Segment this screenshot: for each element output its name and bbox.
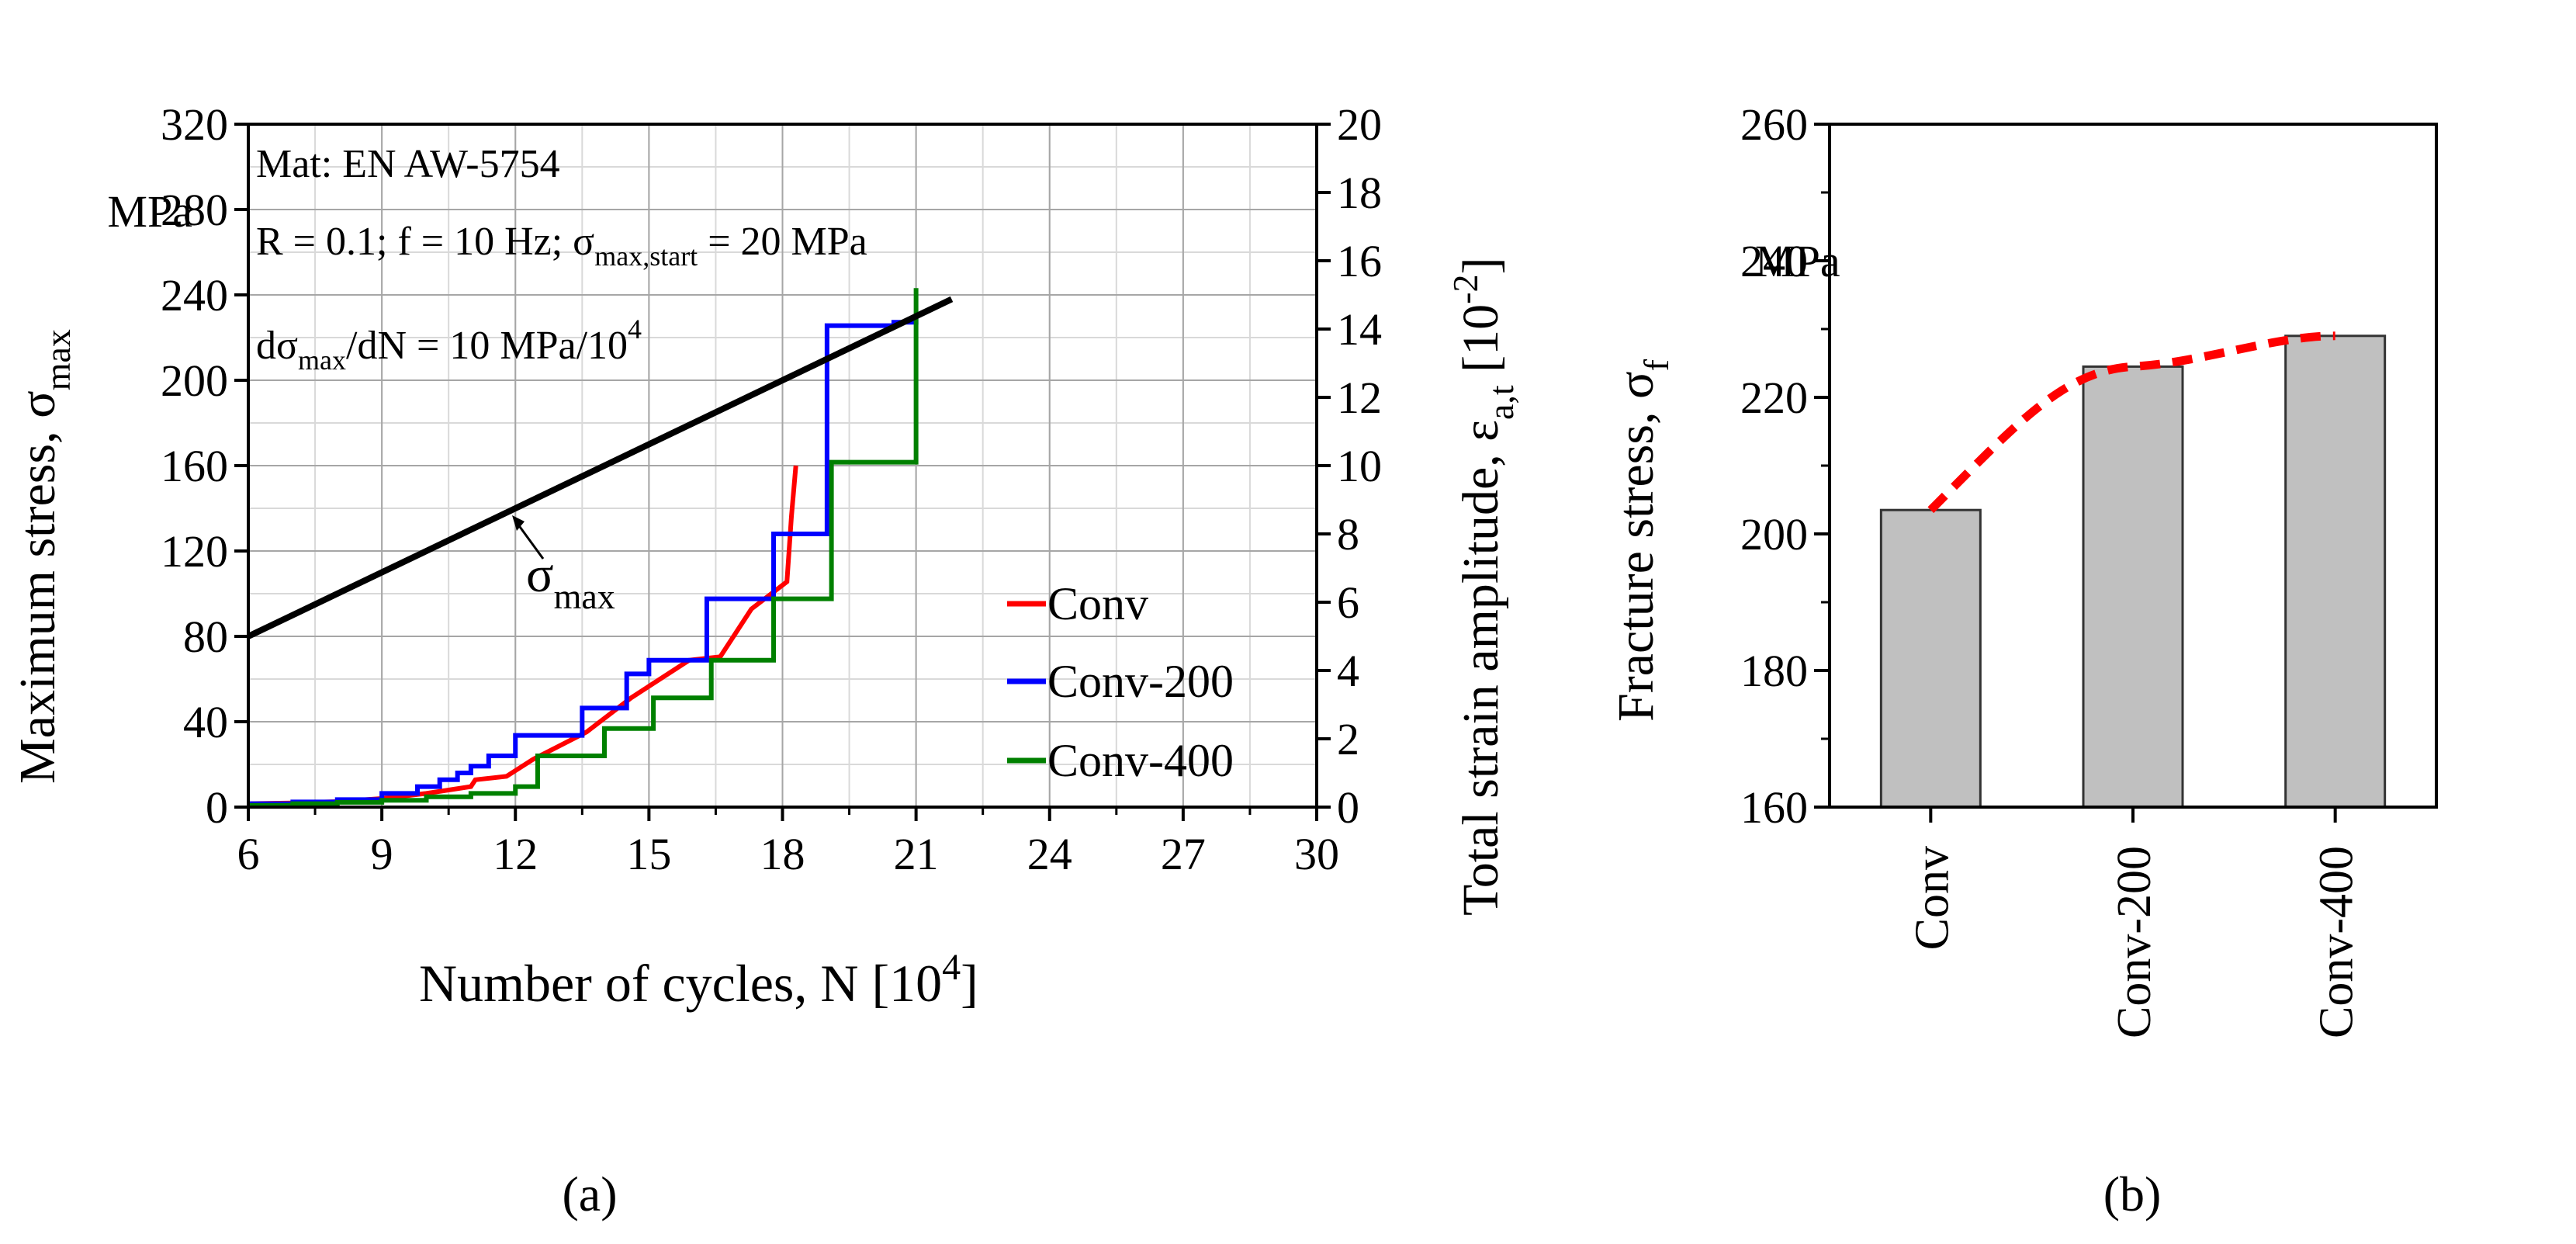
trend-curve	[1927, 331, 2335, 514]
sigma-max-arrow	[514, 521, 545, 560]
panel-a-legend: Conv Conv-200 Conv-400	[1007, 578, 1234, 786]
category-label-conv-400: Conv-400	[2311, 846, 2363, 1038]
panel-b: 160 180 200 220 240 260 Conv Conv-200 Conv-400 F…	[1608, 99, 2438, 1221]
x-tick-label: 30	[1294, 829, 1339, 879]
y-right-tick-label: 4	[1337, 646, 1359, 696]
y-left-tick-label: 40	[183, 697, 228, 747]
y-right-tick-label: 10	[1337, 441, 1382, 491]
annotation-material: Mat: EN AW-5754	[256, 142, 560, 186]
annotation-conditions: R = 0.1; f = 10 Hz; σmax,start = 20 MPa	[256, 220, 867, 272]
category-label-conv-200: Conv-200	[2108, 846, 2161, 1038]
y-right-tick-label: 12	[1337, 373, 1382, 423]
y-tick-label: 260	[1740, 99, 1808, 150]
y-left-tick-label: 280	[161, 185, 228, 235]
series-conv-400	[248, 288, 919, 808]
y-right-tick-label: 14	[1337, 304, 1382, 355]
bar-conv-400	[2284, 334, 2387, 809]
panel-a-x-axis-title: Number of cycles, N [104]	[419, 947, 978, 1013]
panel-a-label: (a)	[562, 1166, 617, 1221]
y-left-tick-label: 240	[161, 270, 228, 321]
panel-a: 6 9 12 15 18 21 24 27 30040801201602002402803200…	[9, 99, 1521, 1221]
panel-a-ticks: 6 9 12 15 18 21 24 27 30040801201602002402803200…	[161, 99, 1382, 879]
y-right-tick-label: 20	[1337, 99, 1382, 150]
legend-label-conv-400: Conv-400	[1047, 735, 1234, 786]
panel-b-bars	[1879, 334, 2387, 809]
y-tick-label: 240	[1740, 236, 1808, 286]
y-right-tick-label: 0	[1337, 782, 1359, 833]
panel-b-ticks: 160 180 200 220 240 260 Conv Conv-200 Conv-400	[1740, 99, 2363, 1038]
y-right-tick-label: 2	[1337, 714, 1359, 764]
panel-b-y-axis-unit: MPa	[1755, 236, 1840, 286]
legend-label-conv: Conv	[1047, 578, 1148, 629]
bar-conv	[1879, 508, 1982, 809]
series-conv	[248, 465, 798, 806]
x-tick-label: 6	[237, 829, 260, 879]
y-right-tick-label: 18	[1337, 168, 1382, 218]
panel-a-right-axis-title: Total strain amplitude, εa,t [10-2]	[1446, 258, 1521, 916]
bar-conv-200	[2082, 365, 2184, 809]
y-right-tick-label: 16	[1337, 236, 1382, 286]
series-conv-200	[248, 318, 919, 806]
y-right-tick-label: 8	[1337, 509, 1359, 560]
sigma-max-line	[247, 296, 954, 639]
x-tick-label: 12	[493, 829, 538, 879]
x-tick-label: 18	[760, 829, 805, 879]
panel-a-left-axis-title: Maximum stress, σmax	[9, 329, 78, 784]
y-left-tick-label: 120	[161, 526, 228, 577]
y-left-tick-label: 0	[206, 782, 228, 833]
legend-label-conv-200: Conv-200	[1047, 656, 1234, 707]
y-right-tick-label: 6	[1337, 577, 1359, 628]
category-label-conv: Conv	[1906, 846, 1958, 950]
panel-a-grid	[248, 123, 1317, 808]
panel-b-label: (b)	[2103, 1166, 2162, 1221]
x-tick-label: 21	[894, 829, 939, 879]
x-tick-label: 27	[1161, 829, 1206, 879]
y-left-tick-label: 200	[161, 355, 228, 406]
y-left-tick-label: 320	[161, 99, 228, 150]
panel-a-series	[247, 288, 954, 808]
x-tick-label: 15	[626, 829, 671, 879]
y-left-tick-label: 80	[183, 612, 228, 662]
panel-b-y-axis-title: Fracture stress, σf	[1608, 359, 1676, 722]
x-tick-label: 9	[371, 829, 393, 879]
y-left-tick-label: 160	[161, 441, 228, 491]
annotation-rate: dσmax/dN = 10 MPa/104	[256, 314, 642, 376]
y-tick-label: 200	[1740, 509, 1808, 560]
y-tick-label: 160	[1740, 782, 1808, 833]
sigma-max-arrowhead	[512, 515, 525, 531]
x-tick-label: 24	[1027, 829, 1072, 879]
y-tick-label: 220	[1740, 373, 1808, 423]
sigma-max-line-label: σmax	[526, 546, 615, 616]
y-tick-label: 180	[1740, 646, 1808, 696]
panel-a-left-axis-unit: MPa	[107, 186, 192, 237]
